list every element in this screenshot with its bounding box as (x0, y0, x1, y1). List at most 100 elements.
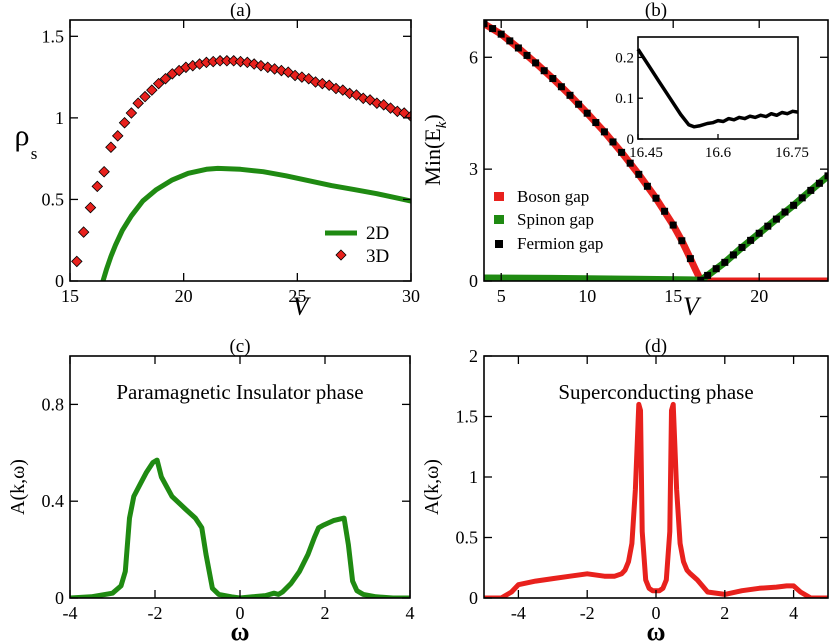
y-axis-label-text: Min(Ek) (420, 114, 450, 185)
panel-annotation: Superconducting phase (558, 380, 753, 404)
plot-frame (483, 19, 829, 282)
data-point (661, 207, 669, 215)
plot-frame (69, 19, 412, 282)
x-tick-label: 25 (288, 286, 306, 306)
y-tick-label: 0 (469, 588, 478, 608)
data-point (729, 251, 737, 259)
data-point (575, 100, 583, 108)
legend-label: Fermion gap (517, 234, 603, 253)
panel-label: (c) (229, 336, 250, 357)
series-line-2d (100, 165, 411, 281)
x-tick-label: 2 (321, 603, 330, 623)
data-point (678, 237, 686, 245)
data-point (514, 44, 522, 52)
data-point (405, 110, 411, 123)
data-point (781, 208, 789, 216)
data-point (592, 119, 600, 127)
data-point (600, 128, 608, 136)
data-point (583, 109, 591, 117)
x-tick-label: 20 (750, 286, 768, 306)
data-point (350, 89, 363, 101)
data-point (738, 243, 746, 251)
x-tick-label: -2 (148, 603, 163, 623)
data-point (790, 201, 798, 209)
x-tick-label: 15 (664, 286, 682, 306)
y-tick-label: 2 (469, 346, 478, 366)
data-point (704, 271, 712, 279)
data-point (772, 215, 780, 223)
y-tick-label: 0.5 (456, 528, 479, 548)
data-point (77, 226, 90, 238)
x-tick-label: 10 (578, 286, 596, 306)
legend-swatch (494, 192, 504, 201)
x-tick-label: 20 (175, 286, 193, 306)
y-tick-label: 0.5 (42, 189, 65, 209)
data-point (227, 55, 240, 67)
panel-c: -4 -2 0 2 4 0 0.4 0.8 (c) ω A(k,ω) Paramagnetic Ins… (7, 336, 415, 642)
panel-b: 5 10 15 20 0 3 6 (b) V Min(Ek) Boson gap Spinon gap… (420, 0, 829, 321)
data-point (609, 138, 617, 146)
y-axis-label: A(k,ω) (7, 459, 29, 515)
x-axis-label: V (293, 292, 312, 321)
data-point (152, 77, 165, 90)
x-tick-label: 0 (652, 603, 661, 623)
y-axis-label-main: ρ (15, 119, 30, 152)
legend-label: Boson gap (517, 187, 589, 206)
series-line-a (484, 401, 828, 598)
plot-area (70, 457, 410, 598)
legend-swatch (495, 240, 503, 248)
y-tick-label: 1.5 (456, 407, 479, 427)
y-tick-label: 0.4 (42, 491, 65, 511)
y-tick-label: 6 (469, 47, 478, 67)
inset-x-tick-label: 16.75 (775, 145, 809, 161)
data-point (139, 90, 151, 103)
y-tick-label: 0 (55, 271, 64, 291)
data-point (652, 194, 660, 202)
data-point (98, 165, 110, 178)
data-point (377, 99, 390, 111)
inset-x-tick-label: 16.6 (705, 145, 732, 161)
data-point (159, 72, 172, 85)
data-point (489, 25, 497, 33)
inset-x-tick-label: 16.45 (629, 145, 663, 161)
panel-label: (a) (230, 0, 251, 21)
data-point (132, 97, 144, 109)
data-point (557, 83, 565, 91)
x-axis-label: ω (230, 617, 249, 642)
data-point (643, 182, 651, 190)
legend-swatch (494, 215, 504, 224)
x-tick-label: -4 (63, 603, 78, 623)
legend-swatch-3d (335, 249, 347, 261)
data-point (747, 236, 755, 244)
x-axis-label: V (683, 292, 702, 321)
data-point (506, 37, 514, 45)
legend: Boson gap Spinon gap Fermion gap (494, 187, 603, 253)
data-point (815, 179, 823, 187)
x-tick-label: -4 (511, 603, 526, 623)
inset-y-tick-label: 0.2 (615, 50, 634, 66)
data-point (105, 141, 117, 154)
inset-y-tick-label: 0.1 (615, 91, 634, 107)
data-point (566, 91, 574, 99)
data-point (71, 255, 83, 268)
data-point (282, 66, 295, 78)
data-point (484, 20, 488, 28)
data-point (626, 159, 634, 167)
data-point (549, 75, 557, 83)
data-point (755, 229, 763, 237)
data-point (798, 194, 806, 202)
inset-series-line (636, 48, 799, 129)
data-point (84, 201, 97, 214)
data-point (635, 170, 643, 178)
x-tick-label: 0 (236, 603, 245, 623)
data-point (540, 67, 548, 75)
y-tick-label: 3 (469, 159, 478, 179)
y-axis-label-end: ) (420, 114, 445, 121)
panel-label: (b) (645, 0, 667, 21)
y-axis-label: A(k,ω) (421, 459, 443, 515)
data-point (91, 180, 104, 193)
x-tick-label: -2 (580, 603, 595, 623)
data-point (764, 222, 772, 230)
